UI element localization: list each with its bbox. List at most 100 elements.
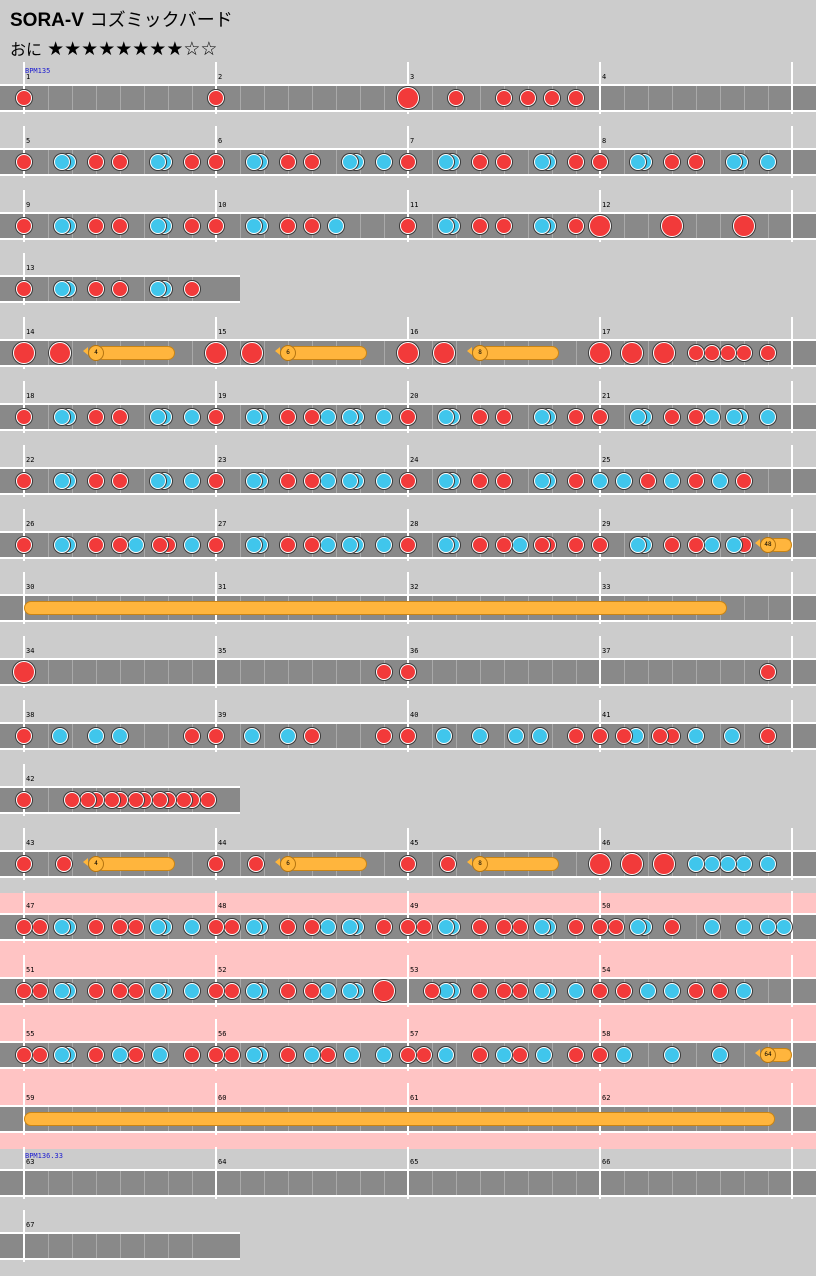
big-don-note bbox=[205, 342, 227, 364]
song-title-jp: コズミックバード bbox=[89, 10, 233, 31]
ka-note bbox=[320, 537, 336, 553]
ka-note bbox=[328, 218, 344, 234]
beat-line bbox=[336, 660, 337, 684]
don-note bbox=[496, 90, 512, 106]
don-note bbox=[496, 409, 512, 425]
bar-line bbox=[215, 828, 217, 880]
don-note bbox=[400, 664, 416, 680]
don-note bbox=[568, 90, 584, 106]
bar-line bbox=[23, 828, 25, 880]
measure-row: 22 23 24 25 bbox=[0, 445, 816, 511]
don-note bbox=[512, 983, 528, 999]
beat-line bbox=[240, 724, 241, 748]
ka-note bbox=[246, 409, 262, 425]
bar-number: 15 bbox=[218, 328, 227, 336]
bar-line bbox=[23, 891, 25, 943]
bar-line bbox=[23, 445, 25, 497]
bar-number: 20 bbox=[410, 392, 419, 400]
beat-line bbox=[240, 341, 241, 365]
bar-line bbox=[215, 572, 217, 624]
don-note bbox=[304, 537, 320, 553]
ka-note bbox=[150, 218, 166, 234]
bar-line bbox=[23, 253, 25, 305]
don-note bbox=[544, 90, 560, 106]
don-note bbox=[184, 154, 200, 170]
bar-line bbox=[791, 636, 793, 688]
don-note bbox=[472, 983, 488, 999]
beat-line bbox=[288, 86, 289, 110]
don-note bbox=[400, 728, 416, 744]
don-note bbox=[56, 856, 72, 872]
beat-line bbox=[528, 533, 529, 557]
don-note bbox=[592, 409, 608, 425]
song-title: SORA-V コズミックバード bbox=[10, 6, 233, 32]
ka-note bbox=[436, 728, 452, 744]
don-note bbox=[128, 983, 144, 999]
ka-note bbox=[150, 919, 166, 935]
beat-line bbox=[336, 1043, 337, 1067]
measure-row: 34 35 36 37 bbox=[0, 636, 816, 702]
gogo-row: 51 52 53 54 bbox=[0, 955, 816, 1021]
beat-line bbox=[672, 86, 673, 110]
ka-note bbox=[320, 473, 336, 489]
don-note bbox=[280, 919, 296, 935]
beat-line bbox=[720, 86, 721, 110]
don-note bbox=[664, 154, 680, 170]
beat-line bbox=[48, 214, 49, 238]
beat-line bbox=[72, 86, 73, 110]
beat-line bbox=[144, 1234, 145, 1258]
don-note bbox=[16, 154, 32, 170]
ka-note bbox=[150, 154, 166, 170]
bar-number: 44 bbox=[218, 839, 227, 847]
beat-line bbox=[144, 405, 145, 429]
don-note bbox=[208, 409, 224, 425]
ka-note bbox=[184, 919, 200, 935]
big-don-note bbox=[589, 853, 611, 875]
beat-line bbox=[504, 1171, 505, 1195]
beat-line bbox=[624, 533, 625, 557]
big-don-note bbox=[733, 215, 755, 237]
don-note bbox=[208, 1047, 224, 1063]
bar-number: 49 bbox=[410, 902, 419, 910]
big-don-note bbox=[433, 342, 455, 364]
don-note bbox=[208, 90, 224, 106]
bar-number: 42 bbox=[26, 775, 35, 783]
don-note bbox=[208, 919, 224, 935]
beat-line bbox=[360, 660, 361, 684]
ka-note bbox=[376, 154, 392, 170]
bar-line bbox=[215, 509, 217, 561]
ka-note bbox=[150, 473, 166, 489]
beat-line bbox=[264, 341, 265, 365]
beat-line bbox=[96, 660, 97, 684]
bar-line bbox=[407, 828, 409, 880]
beat-line bbox=[672, 1171, 673, 1195]
bar-number: 11 bbox=[410, 201, 419, 209]
bar-number: 14 bbox=[26, 328, 35, 336]
beat-line bbox=[360, 1043, 361, 1067]
ka-note bbox=[712, 473, 728, 489]
big-don-note bbox=[661, 215, 683, 237]
bar-number: 5 bbox=[26, 137, 31, 145]
ka-note bbox=[438, 1047, 454, 1063]
measure-row: 13 bbox=[0, 253, 816, 319]
balloon-note: 6 bbox=[280, 856, 296, 872]
beat-line bbox=[144, 214, 145, 238]
big-don-note bbox=[653, 853, 675, 875]
beat-line bbox=[144, 915, 145, 939]
don-note bbox=[640, 473, 656, 489]
don-note bbox=[248, 856, 264, 872]
ka-note bbox=[342, 919, 358, 935]
ka-note bbox=[592, 473, 608, 489]
don-note bbox=[720, 345, 736, 361]
bar-number: 53 bbox=[410, 966, 419, 974]
don-note bbox=[16, 1047, 32, 1063]
don-note bbox=[88, 218, 104, 234]
bar-line bbox=[791, 1147, 793, 1199]
beat-line bbox=[696, 660, 697, 684]
bar-line bbox=[215, 445, 217, 497]
beat-line bbox=[384, 341, 385, 365]
beat-line bbox=[96, 1234, 97, 1258]
drumroll bbox=[24, 601, 727, 615]
ka-note bbox=[532, 728, 548, 744]
beat-line bbox=[144, 1043, 145, 1067]
